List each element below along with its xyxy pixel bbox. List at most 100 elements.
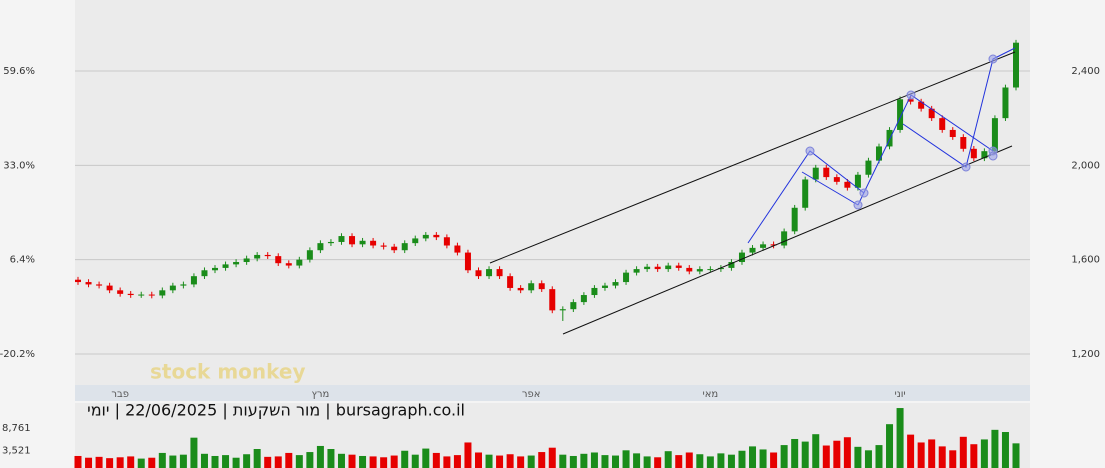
volume-bar bbox=[432, 452, 440, 468]
x-tick-label: אפר bbox=[522, 389, 541, 400]
volume-bar bbox=[569, 455, 577, 468]
volume-bar bbox=[959, 436, 967, 468]
candle-body bbox=[454, 245, 461, 253]
candle-body bbox=[823, 167, 830, 178]
candle-body bbox=[201, 270, 208, 277]
volume-bar bbox=[548, 447, 556, 468]
candle-body bbox=[633, 269, 640, 273]
candle-body bbox=[623, 272, 630, 283]
candle-body bbox=[349, 236, 356, 245]
x-tick-label: מאי bbox=[703, 389, 719, 400]
volume-bar bbox=[106, 458, 114, 468]
volume-bar bbox=[685, 452, 693, 468]
candle-body bbox=[538, 283, 545, 290]
candle-body bbox=[254, 254, 261, 259]
volume-bar bbox=[538, 452, 546, 468]
candle-body bbox=[306, 250, 313, 260]
candle-body bbox=[781, 231, 788, 246]
volume-bar bbox=[1001, 432, 1009, 468]
candle-body bbox=[391, 246, 398, 251]
volume-bar bbox=[485, 454, 493, 468]
volume-bar bbox=[348, 454, 356, 468]
candle-body bbox=[159, 290, 166, 296]
candle-body bbox=[233, 262, 240, 265]
volume-bar bbox=[738, 450, 746, 468]
candle-body bbox=[591, 287, 598, 296]
volume-bar bbox=[527, 455, 535, 468]
volume-bar bbox=[759, 449, 767, 468]
candle-body bbox=[475, 270, 482, 277]
volume-bar bbox=[812, 434, 820, 468]
volume-bar bbox=[654, 457, 662, 468]
volume-bar bbox=[411, 454, 419, 468]
candle-body bbox=[760, 244, 767, 248]
candle-body bbox=[897, 99, 904, 130]
volume-bar bbox=[401, 450, 409, 468]
y2-tick-label: 6.4% bbox=[10, 255, 35, 266]
volume-bar bbox=[590, 452, 598, 468]
candle-body bbox=[338, 236, 345, 242]
candle-body bbox=[275, 256, 282, 264]
candle-body bbox=[970, 148, 977, 159]
y-tick-label: 1,600 bbox=[1071, 255, 1100, 266]
volume-bar bbox=[991, 429, 999, 468]
volume-bar bbox=[443, 456, 451, 468]
volume-bar bbox=[727, 454, 735, 468]
candle-body bbox=[981, 151, 988, 159]
volume-bar bbox=[306, 452, 314, 468]
x-tick-label: יוני bbox=[894, 389, 905, 400]
volume-bar bbox=[843, 437, 851, 468]
volume-bar bbox=[833, 440, 841, 468]
trend-line bbox=[489, 51, 1016, 264]
candle-body bbox=[928, 108, 935, 119]
candle-body bbox=[770, 244, 777, 246]
volume-bar bbox=[158, 452, 166, 468]
volume-bar bbox=[127, 456, 135, 468]
volume-bar bbox=[222, 455, 230, 468]
candle-body bbox=[802, 179, 809, 208]
volume-bar bbox=[74, 455, 82, 468]
candle-body bbox=[106, 285, 113, 291]
volume-bar bbox=[896, 408, 904, 468]
candle-body bbox=[717, 267, 724, 270]
volume-bar bbox=[243, 454, 251, 468]
candle-body bbox=[148, 294, 155, 296]
candle-body bbox=[412, 238, 419, 244]
candle-body bbox=[939, 118, 946, 130]
x-tick-label: פבר bbox=[111, 389, 129, 400]
candle-body bbox=[1013, 42, 1019, 88]
candle-body bbox=[601, 285, 608, 288]
candle-body bbox=[1002, 87, 1009, 119]
volume-bar bbox=[190, 437, 198, 468]
candle-body bbox=[665, 265, 672, 270]
volume-bar bbox=[917, 442, 925, 468]
volume-bar bbox=[907, 434, 915, 468]
y-tick-label: 1,200 bbox=[1071, 349, 1100, 360]
candle-body bbox=[854, 174, 861, 188]
candle-body bbox=[728, 262, 735, 268]
candle-body bbox=[169, 285, 176, 291]
volume-bar bbox=[496, 455, 504, 468]
candle-body bbox=[559, 309, 566, 311]
volume-bar bbox=[327, 449, 335, 468]
volume-bar bbox=[612, 455, 620, 468]
watermark: stock monkey bbox=[150, 360, 306, 384]
volume-bar bbox=[696, 454, 704, 468]
volume-bar bbox=[148, 457, 156, 468]
candle-body bbox=[738, 252, 745, 263]
volume-bar bbox=[970, 444, 978, 468]
candle-body bbox=[991, 118, 998, 152]
candle-body bbox=[918, 101, 925, 109]
candle-body bbox=[507, 276, 514, 288]
candle-body bbox=[875, 146, 882, 161]
candle-body bbox=[644, 266, 651, 270]
volume-bar bbox=[664, 451, 672, 468]
chart-title: bursagraph.co.il | מור השקעות | 22/06/20… bbox=[87, 401, 465, 420]
volume-bar bbox=[770, 452, 778, 468]
volume-bar bbox=[264, 456, 272, 468]
volume-bar bbox=[200, 453, 208, 468]
volume-bar bbox=[580, 453, 588, 468]
candle-body bbox=[580, 295, 587, 303]
volume-bar bbox=[938, 446, 946, 468]
